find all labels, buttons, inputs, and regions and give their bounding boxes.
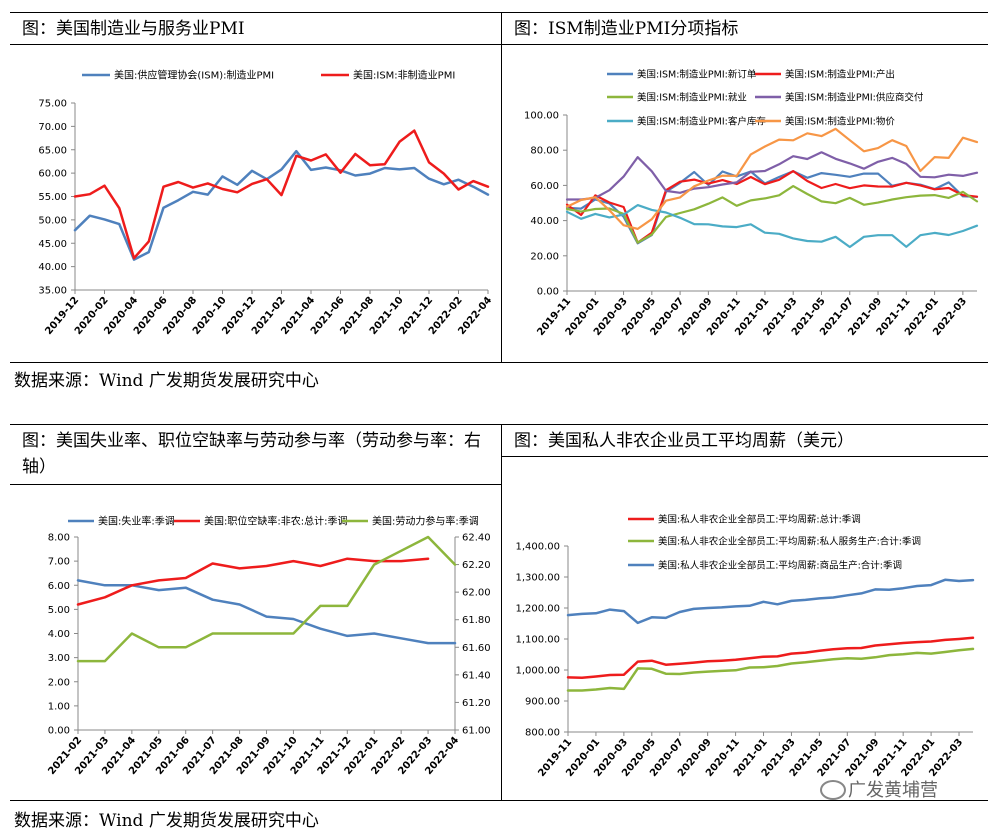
y-tick-label: 3.00 — [48, 653, 70, 664]
weekly-earnings-chart: 美国:私人非农企业全部员工:平均周薪:总计:季调美国:私人非农企业全部员工:平均… — [515, 514, 975, 779]
y-tick-label: 40.00 — [38, 262, 67, 273]
y-tick-label: 8.00 — [48, 533, 70, 544]
y-tick-label: 70.00 — [38, 122, 67, 133]
y-tick-label: 60.00 — [530, 181, 559, 192]
y2-tick-label: 61.20 — [462, 698, 491, 709]
panel-title-underline-top — [10, 44, 988, 45]
y-tick-label: 1,200.00 — [515, 604, 560, 615]
y2-tick-label: 61.80 — [462, 615, 491, 626]
legend-label: 美国:私人非农企业全部员工:平均周薪:私人服务生产:合计:季调 — [658, 536, 921, 548]
bottom-panel-bottom-border — [10, 800, 988, 801]
y2-tick-label: 61.40 — [462, 670, 491, 681]
legend-label: 美国:供应管理协会(ISM):制造业PMI — [114, 69, 274, 82]
series-line — [566, 578, 975, 625]
series-line — [565, 170, 979, 244]
ism-subindex-chart: 美国:ISM:制造业PMI:新订单 美国:ISM:制造业PMI:产出美国:ISM:… — [524, 69, 979, 338]
panel-title-labor: 图：美国失业率、职位空缺率与劳动参与率（劳动参与率：右轴） — [22, 431, 481, 477]
top-border — [10, 12, 988, 13]
legend-label: 美国:劳动力参与率:季调 — [372, 515, 479, 528]
series-line — [566, 636, 975, 680]
y-tick-label: 1,400.00 — [515, 542, 560, 553]
y2-tick-label: 61.00 — [462, 726, 491, 737]
y-tick-label: 45.00 — [38, 239, 67, 250]
y-tick-label: 2.00 — [48, 677, 70, 688]
legend-label: 美国:ISM:制造业PMI:供应商交付 — [785, 92, 924, 104]
y-tick-label: 0.00 — [537, 287, 559, 298]
y-tick-label: 1.00 — [48, 701, 70, 712]
legend-label: 美国:私人非农企业全部员工:平均周薪:商品生产:合计:季调 — [658, 560, 902, 572]
pmi-chart: 美国:供应管理协会(ISM):制造业PMI 美国:ISM:非制造业PMI 35.00… — [38, 69, 494, 338]
panel-title-underline-bottom-left — [10, 484, 501, 485]
y-tick-label: 7.00 — [48, 557, 70, 568]
y-tick-label: 75.00 — [38, 99, 67, 110]
source-note-top: 数据来源：Wind 广发期货发展研究中心 — [14, 371, 319, 391]
series-line — [565, 204, 979, 249]
legend-label: 美国:ISM:制造业PMI:产出 — [785, 69, 895, 81]
source-note-bottom: 数据来源：Wind 广发期货发展研究中心 — [14, 811, 319, 831]
y-tick-label: 80.00 — [530, 146, 559, 157]
y-tick-label: 50.00 — [38, 215, 67, 226]
y-tick-label: 0.00 — [48, 726, 70, 737]
legend-label: 美国:ISM:制造业PMI:客户库存 — [637, 116, 766, 128]
y2-tick-label: 62.40 — [462, 533, 491, 544]
y-tick-label: 55.00 — [38, 192, 67, 203]
y-tick-label: 60.00 — [38, 169, 67, 180]
legend-label: 美国:ISM:制造业PMI:就业 — [637, 92, 747, 104]
panel-title-earnings: 图：美国私人非农企业员工平均周薪（美元） — [514, 431, 854, 451]
y-tick-label: 1,300.00 — [515, 573, 560, 584]
legend-label: 美国:ISM:制造业PMI:物价 — [785, 116, 895, 128]
panel-title-ism-subindex: 图：ISM制造业PMI分项指标 — [514, 19, 739, 39]
bottom-top-border — [10, 424, 988, 425]
y-tick-label: 800.00 — [525, 728, 560, 739]
series-line — [73, 149, 490, 261]
top-panel-bottom-border — [10, 362, 988, 363]
panel-title-pmi: 图：美国制造业与服务业PMI — [22, 19, 245, 39]
y-tick-label: 35.00 — [38, 286, 67, 297]
y-tick-label: 6.00 — [48, 581, 70, 592]
y-tick-label: 20.00 — [530, 251, 559, 262]
y-tick-label: 100.00 — [524, 111, 559, 122]
y-tick-label: 900.00 — [525, 697, 560, 708]
y-tick-label: 1,000.00 — [515, 666, 560, 677]
series-line — [76, 535, 457, 663]
series-line — [566, 647, 975, 692]
panel-divider-bottom — [501, 425, 502, 801]
series-line — [76, 557, 430, 606]
panel-divider-top — [501, 13, 502, 363]
legend-label: 美国:私人非农企业全部员工:平均周薪:总计:季调 — [658, 514, 861, 526]
series-line — [565, 185, 979, 244]
series-line — [73, 129, 490, 260]
legend-label: 美国:ISM:制造业PMI:新订单 — [637, 69, 757, 81]
y-tick-label: 5.00 — [48, 605, 70, 616]
y-tick-label: 65.00 — [38, 145, 67, 156]
legend-label: 美国:失业率:季调 — [98, 515, 175, 528]
y-tick-label: 1,100.00 — [515, 635, 560, 646]
y2-tick-label: 61.60 — [462, 643, 491, 654]
series-line — [565, 127, 979, 230]
wechat-icon — [820, 780, 846, 800]
watermark: 广发黄埔营 — [848, 780, 938, 801]
y2-tick-label: 62.00 — [462, 588, 491, 599]
y-tick-label: 4.00 — [48, 629, 70, 640]
labor-market-chart: 美国:失业率:季调 美国:职位空缺率:非农:总计:季调 美国:劳动力参与率:季调 0.… — [46, 515, 491, 778]
y2-tick-label: 62.20 — [462, 560, 491, 571]
series-line — [76, 579, 457, 645]
legend-label: 美国:ISM:非制造业PMI — [353, 69, 455, 82]
panel-title-underline-bottom-right — [501, 456, 988, 457]
series-line — [565, 151, 979, 201]
y-tick-label: 40.00 — [530, 216, 559, 227]
legend-label: 美国:职位空缺率:非农:总计:季调 — [204, 515, 347, 528]
